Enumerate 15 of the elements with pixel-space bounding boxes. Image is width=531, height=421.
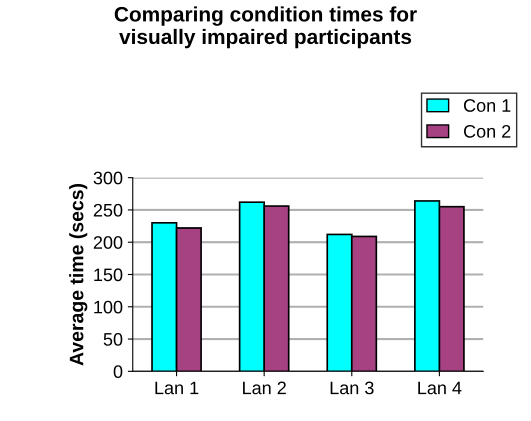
legend-label: Con 1 <box>464 99 510 112</box>
y-tick-label: 150 <box>94 268 122 282</box>
y-tick-label: 250 <box>94 204 122 217</box>
legend-label: Con 2 <box>464 124 510 138</box>
y-tick-label: 100 <box>94 300 122 314</box>
y-tick-label: 200 <box>94 236 122 249</box>
y-axis-title: Average time (secs) <box>69 184 88 366</box>
x-tick-label: Lan 1 <box>155 382 198 394</box>
y-tick-label: 300 <box>94 172 122 184</box>
x-tick-label: Lan 2 <box>243 382 286 394</box>
y-tick-label: 50 <box>104 332 122 346</box>
chart-title: Comparing condition times for visually impaired participants <box>114 6 417 48</box>
x-tick-label: Lan 4 <box>418 382 462 394</box>
y-tick-label: 0 <box>114 365 122 378</box>
x-tick-label: Lan 3 <box>330 382 374 394</box>
